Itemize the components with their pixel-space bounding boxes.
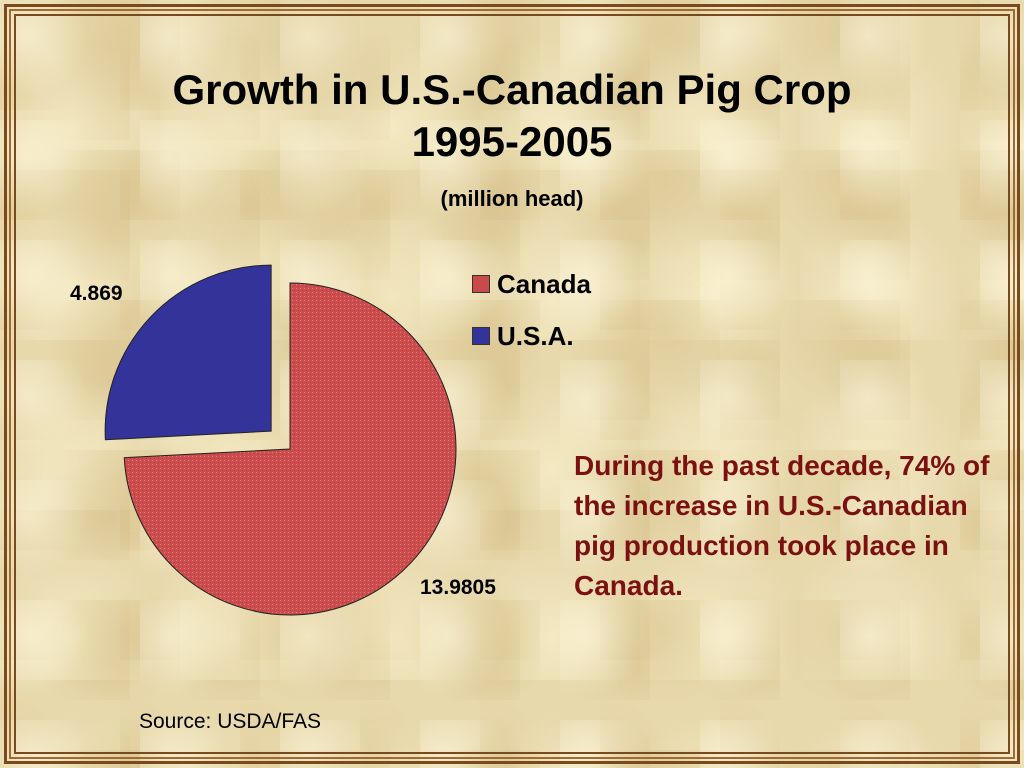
chart-legend: Canada U.S.A. [472,258,591,362]
data-label-usa: 4.869 [70,282,123,305]
title-line-1: Growth in U.S.-Canadian Pig Crop [172,66,852,113]
legend-label-canada: Canada [497,268,591,299]
legend-item-canada: Canada [472,258,591,310]
pie-slice-usa [104,264,272,441]
slide-frame-outer [4,4,1020,764]
title-line-2: 1995-2005 [411,118,613,165]
legend-label-usa: U.S.A. [497,320,574,351]
pie-slice-canada [123,282,457,616]
legend-item-usa: U.S.A. [472,310,591,362]
legend-swatch-usa [472,327,490,345]
slide-title: Growth in U.S.-Canadian Pig Crop 1995-20… [0,64,1024,168]
legend-swatch-canada [472,275,490,293]
source-note: Source: USDA/FAS [139,710,322,733]
data-label-canada: 13.9805 [420,576,496,599]
annotation-note: During the past decade, 74% of the incre… [574,450,990,601]
slide-frame-inner [14,14,1010,754]
slide-frame-middle [9,9,1015,759]
chart-subtitle: (million head) [440,186,584,211]
